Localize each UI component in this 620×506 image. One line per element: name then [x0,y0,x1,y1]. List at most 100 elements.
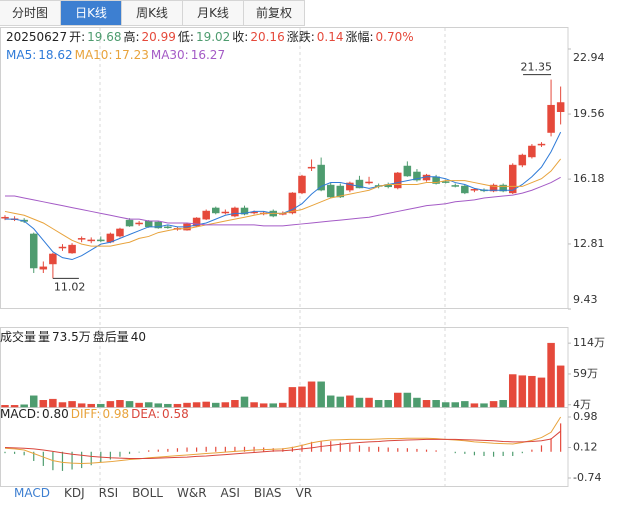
period-tabs: 分时图 日K线 周K线 月K线 前复权 [0,0,305,26]
volume-bar [288,387,297,408]
ma-value: 17.23 [114,48,149,62]
candle-body [68,244,76,254]
period-tab[interactable]: 前复权 [244,0,305,26]
candle-body [355,179,364,189]
volume-bar [20,404,28,408]
volume-bar [326,395,335,408]
candle-body [336,185,345,198]
volume-bar [422,400,431,408]
macd-value: 0.98 [102,407,130,421]
volume-bar [240,396,249,408]
volume-bar [173,403,182,408]
volume-bar [39,400,48,408]
indicator-tab[interactable]: ASI [220,486,240,500]
volume-bar [29,395,38,408]
y-tick-label: 22.94 [573,51,605,64]
candle-body [97,239,105,242]
indicator-tab[interactable]: W&R [176,486,207,500]
volume-bar [87,403,95,408]
period-tab[interactable]: 日K线 [61,0,122,26]
indicator-tab[interactable]: MACD [14,486,50,500]
volume-bar [1,405,9,408]
candle-body [326,184,335,198]
candle-body [470,189,479,191]
volume-bar [212,402,220,408]
volume-bar [125,401,134,408]
candle-body [307,166,316,169]
candle-body [489,184,498,192]
ma-value: 16.27 [190,48,226,62]
candle-body [212,207,220,214]
candle-body [144,220,153,228]
candle-body [135,222,143,225]
ma-value: 18.62 [38,48,73,62]
macd-tick-label: -0.74 [573,471,601,484]
volume-bar [154,403,163,408]
volume-bar [250,402,258,408]
volume-bar [556,365,565,408]
volume-bar [441,402,450,408]
ma-name: MA10: [74,48,113,62]
indicator-tab[interactable]: BOLL [132,486,163,500]
ma-legend: MA5: 18.62 MA10: 17.23 MA30: 16.27 [6,48,227,62]
macd-line [4,430,561,459]
low-annotation: 11.02 [54,280,86,293]
candle-body [346,182,354,191]
volume-bar [77,403,86,408]
indicator-tab[interactable]: VR [295,486,313,500]
volume-bar [394,392,402,408]
period-tab[interactable]: 周K线 [122,0,183,26]
indicator-tab[interactable]: BIAS [253,486,282,500]
candle-body [49,253,57,265]
ma-line [4,158,562,247]
indicator-tab[interactable]: KDJ [63,486,85,500]
ohlc-value: 20.99 [141,30,176,44]
ma-name: MA30: [150,48,189,62]
volume-tick-label: 59万 [573,367,598,380]
candle-body [556,102,565,112]
candle-body [39,266,48,270]
candle-body [202,210,210,220]
volume-bar [192,402,201,408]
volume-bar [470,403,479,408]
volume-info-label: 量 [38,330,51,344]
candle-body [528,145,536,158]
candle-body [508,164,517,194]
candle-body [116,228,124,237]
period-tab[interactable]: 月K线 [183,0,244,26]
volume-bar [355,397,364,408]
candle-body [317,164,325,191]
ohlc-value: 19.02 [195,30,231,44]
volume-bar [144,402,153,408]
candle-body [547,104,555,133]
candle-body [403,165,412,177]
candle-body [499,184,507,192]
volume-legend: 成交量量 73.5万 盘后量 40 [0,328,148,345]
date-dividers [99,28,446,486]
candle-body [451,185,460,187]
volume-bar [231,400,239,408]
volume-bar [97,403,105,408]
volume-bar [10,405,19,408]
macd-tick-label: 0.12 [573,441,598,454]
ohlc-info: 20250627 开: 19.68 高: 20.99 低: 19.02 收: 20.16 涨跌: 0… [6,28,416,45]
candle-body [537,143,546,146]
indicator-tab[interactable]: RSI [98,486,119,500]
candle-body [298,175,306,194]
high-annotation: 21.35 [521,61,553,74]
period-tab[interactable]: 分时图 [0,0,61,26]
candle-body [192,217,201,227]
volume-tick-label: 114万 [573,336,605,349]
candle-body [77,238,86,240]
volume-bar [221,402,230,408]
macd-legend: MACD: 0.80 DIFF: 0.98 DEA: 0.58 [0,407,191,421]
volume-bar [384,400,392,408]
volume-bar [489,401,498,408]
candle-body [288,192,297,214]
ohlc-value: 20.16 [250,30,285,44]
macd-tick-label: 0.98 [573,410,598,423]
candle-body [1,216,9,219]
volume-bar [68,401,76,408]
macd-value: 0.58 [162,407,189,421]
